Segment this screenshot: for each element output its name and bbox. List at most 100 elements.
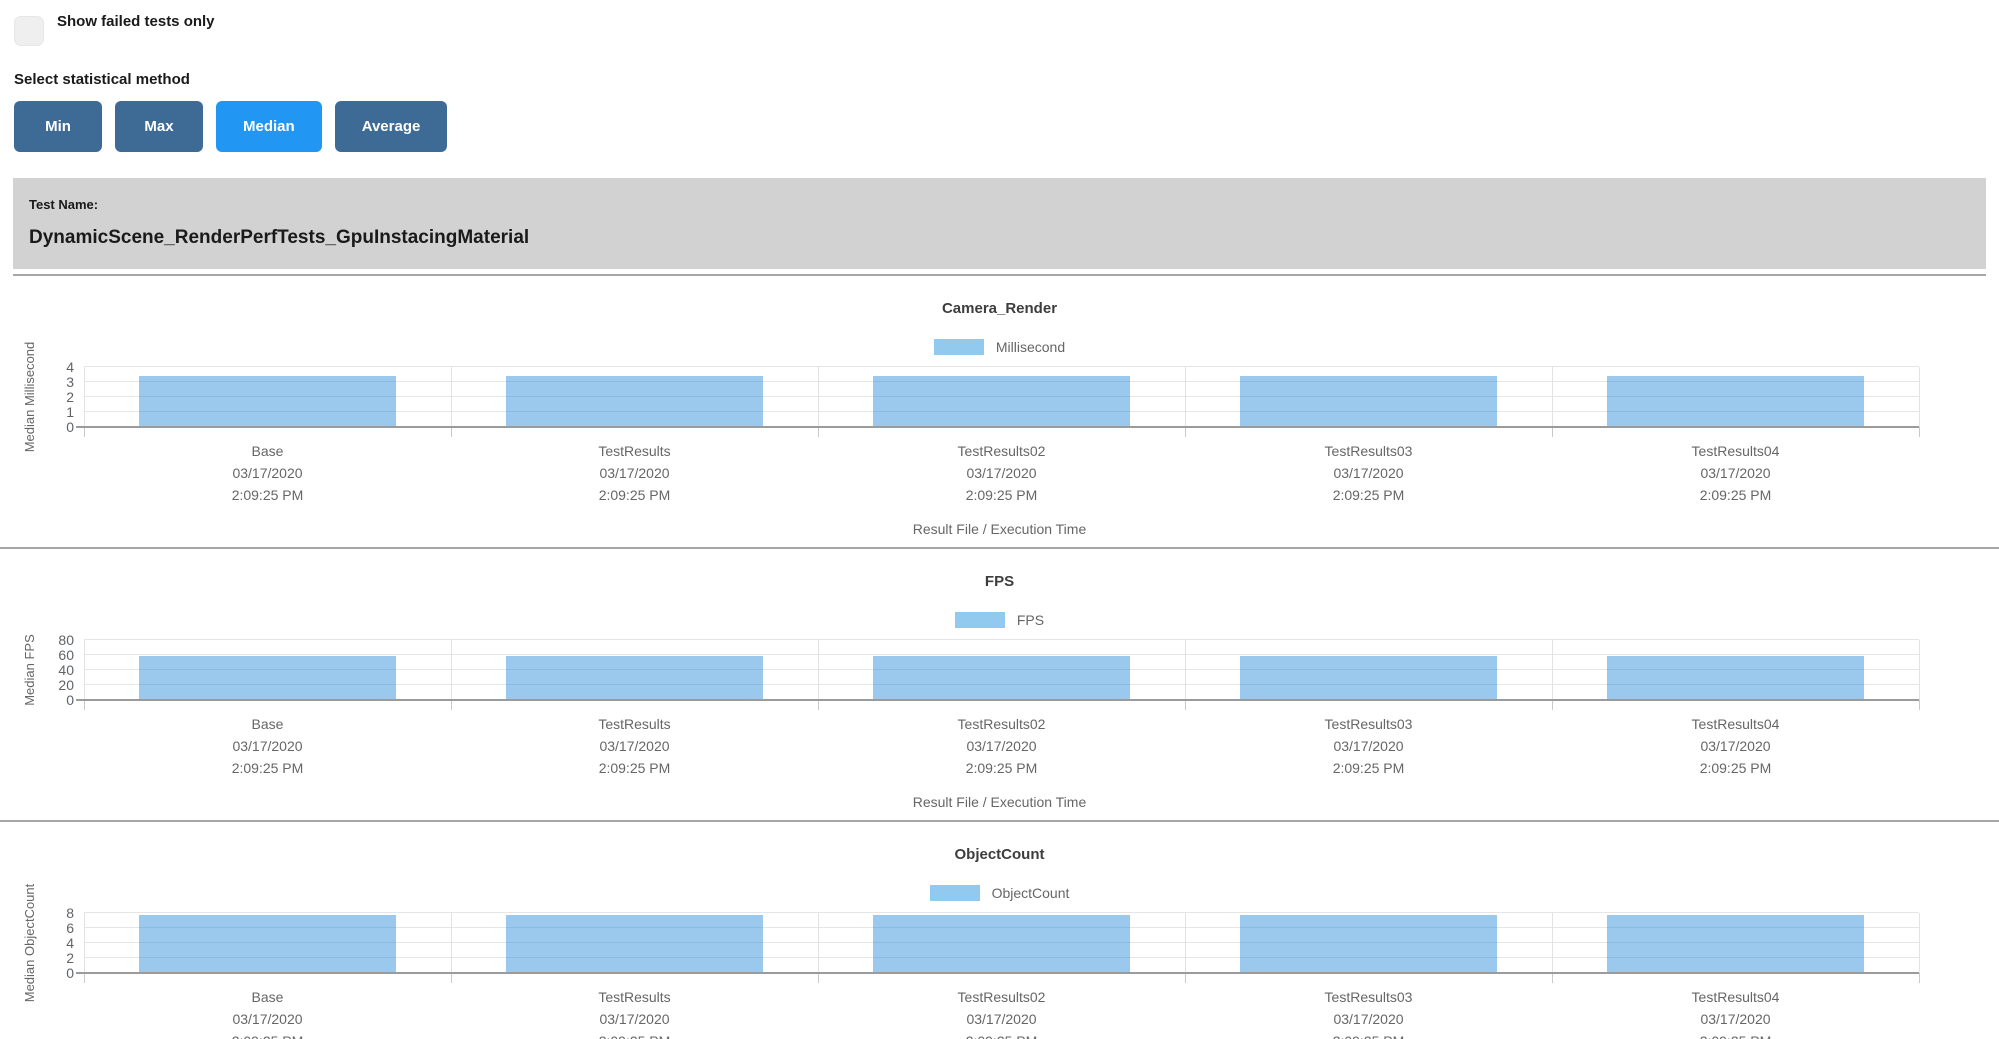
vertical-gridline [818, 640, 819, 700]
y-tick-label: 0 [66, 419, 74, 435]
x-axis-line [76, 699, 1919, 701]
bar-testresults03[interactable] [1240, 914, 1497, 973]
category-name: TestResults [598, 443, 671, 459]
horizontal-gridline [84, 411, 1919, 412]
chart-title: ObjectCount [954, 846, 1045, 863]
bar-cell [451, 367, 818, 427]
bar-testresults02[interactable] [873, 914, 1130, 973]
chart-legend[interactable]: FPS [0, 612, 1999, 628]
show-failed-label[interactable]: Show failed tests only [57, 13, 215, 30]
category-time: 2:09:25 PM [231, 487, 304, 503]
x-tick-mark [818, 427, 819, 437]
bar-base[interactable] [139, 914, 396, 973]
x-category-label: TestResults04 03/17/2020 2:09:25 PM [1552, 986, 1919, 1039]
horizontal-gridline [84, 927, 1919, 928]
bar-cell [818, 367, 1185, 427]
y-tick-label: 4 [66, 935, 74, 951]
y-tick-label: 4 [66, 359, 74, 375]
category-time: 2:09:25 PM [1332, 760, 1405, 776]
x-tick-mark [1185, 427, 1186, 437]
bar-testresults02[interactable] [873, 656, 1130, 700]
x-category-label: TestResults02 03/17/2020 2:09:25 PM [818, 440, 1185, 506]
category-time: 2:09:25 PM [818, 1030, 1185, 1039]
charts-container: Camera_Render Millisecond Median Milliseco… [0, 276, 1999, 1039]
y-tick-label: 60 [58, 647, 74, 663]
bar-testresults02[interactable] [873, 376, 1130, 427]
legend-swatch-icon [929, 885, 980, 901]
x-category-label: TestResults03 03/17/2020 2:09:25 PM [1185, 713, 1552, 779]
x-axis-labels: Base 03/17/2020 2:09:25 PM TestResults 03/17… [84, 986, 1919, 1039]
category-time: 2:09:25 PM [1699, 760, 1772, 776]
category-date: 03/17/2020 [966, 738, 1037, 754]
y-tick-label: 80 [58, 632, 74, 648]
vertical-gridline [1919, 913, 1920, 973]
x-axis-labels: Base 03/17/2020 2:09:25 PM TestResults 03/17… [84, 713, 1919, 779]
chart-plot-area[interactable]: Median ObjectCount 0 2 4 6 8 [22, 884, 1920, 1002]
stat-button-average[interactable]: Average [334, 101, 448, 152]
chart-plot-area[interactable]: Median FPS 0 20 40 60 80 [22, 633, 1920, 710]
legend-label: FPS [1016, 612, 1045, 628]
bar-base[interactable] [139, 376, 396, 427]
category-name: TestResults04 [1691, 443, 1780, 459]
bar-cell [1552, 640, 1919, 700]
stat-button-max[interactable]: Max [115, 101, 203, 152]
stat-button-min[interactable]: Min [14, 101, 102, 152]
bar-testresults04[interactable] [1607, 656, 1864, 700]
x-tick-mark [1552, 427, 1553, 437]
x-category-label: TestResults 03/17/2020 2:09:25 PM [451, 713, 818, 779]
x-tick-mark [84, 427, 85, 437]
category-time: 2:09:25 PM [1185, 1030, 1552, 1039]
category-time: 2:09:25 PM [451, 1030, 818, 1039]
category-date: 03/17/2020 [599, 738, 670, 754]
bar-base[interactable] [139, 656, 396, 700]
category-time: 2:09:25 PM [1332, 487, 1405, 503]
horizontal-gridline [84, 912, 1919, 913]
chart-title: Camera_Render [941, 300, 1058, 317]
y-tick-label: 2 [66, 389, 74, 405]
bars-layer [84, 913, 1919, 973]
bar-testresults[interactable] [506, 376, 763, 427]
y-tick-label: 1 [66, 404, 74, 420]
y-tick-label: 40 [58, 662, 74, 678]
y-axis-label: Median FPS [22, 634, 37, 706]
vertical-gridline [1185, 913, 1186, 973]
chart-legend[interactable]: ObjectCount [0, 885, 1999, 901]
bar-testresults04[interactable] [1607, 914, 1864, 973]
bar-testresults[interactable] [506, 914, 763, 973]
y-tick-label: 6 [66, 920, 74, 936]
vertical-gridline [451, 367, 452, 427]
x-category-label: TestResults04 03/17/2020 2:09:25 PM [1552, 713, 1919, 779]
x-category-label: TestResults03 03/17/2020 2:09:25 PM [1185, 986, 1552, 1039]
legend-swatch-icon [933, 339, 984, 355]
category-time: 2:09:25 PM [84, 1030, 451, 1039]
bar-testresults04[interactable] [1607, 376, 1864, 427]
bar-cell [1185, 913, 1552, 973]
stat-button-median[interactable]: Median [216, 101, 322, 152]
y-tick-label: 3 [66, 374, 74, 390]
category-date: 03/17/2020 [1700, 738, 1771, 754]
bar-testresults[interactable] [506, 656, 763, 700]
category-name: TestResults03 [1324, 443, 1413, 459]
bar-testresults03[interactable] [1240, 376, 1497, 427]
vertical-gridline [84, 367, 85, 427]
x-category-label: TestResults 03/17/2020 2:09:25 PM [451, 440, 818, 506]
x-axis-title: Result File / Execution Time [912, 521, 1087, 537]
category-name: Base [251, 443, 284, 459]
category-date: 03/17/2020 [1333, 738, 1404, 754]
x-category-label: TestResults02 03/17/2020 2:09:25 PM [818, 713, 1185, 779]
stat-method-buttons: Min Max Median Average [14, 101, 1999, 152]
category-time: 2:09:25 PM [598, 760, 671, 776]
show-failed-checkbox[interactable] [14, 16, 44, 46]
category-date: 03/17/2020 [1700, 465, 1771, 481]
bar-testresults03[interactable] [1240, 656, 1497, 700]
x-category-label: Base 03/17/2020 2:09:25 PM [84, 986, 451, 1039]
vertical-gridline [1185, 367, 1186, 427]
horizontal-gridline [84, 684, 1919, 685]
category-date: 03/17/2020 [599, 1011, 670, 1027]
horizontal-gridline [84, 366, 1919, 367]
vertical-gridline [1552, 367, 1553, 427]
chart-plot-area[interactable]: Median Millisecond 0 1 2 3 4 [22, 342, 1920, 452]
horizontal-gridline [84, 957, 1919, 958]
bar-cell [818, 913, 1185, 973]
chart-legend[interactable]: Millisecond [0, 339, 1999, 355]
